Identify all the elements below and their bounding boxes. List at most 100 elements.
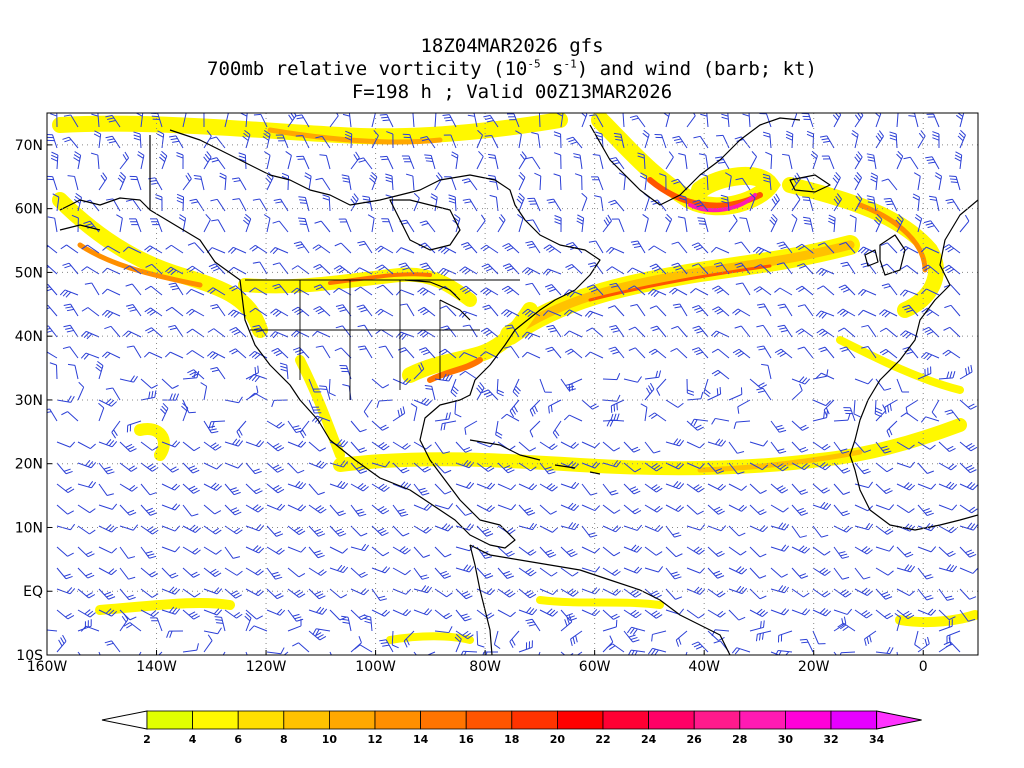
wind-barb bbox=[182, 462, 200, 474]
wind-barb bbox=[371, 378, 390, 389]
wind-barb bbox=[161, 483, 181, 491]
wind-barb bbox=[458, 352, 478, 359]
wind-barb bbox=[732, 348, 751, 359]
wind-barb bbox=[945, 198, 961, 212]
wind-barb bbox=[721, 113, 730, 128]
wind-barb bbox=[690, 418, 709, 427]
wind-barb bbox=[879, 348, 898, 359]
wind-barb bbox=[608, 199, 625, 212]
wind-barb bbox=[371, 483, 390, 492]
wind-barb bbox=[122, 246, 142, 254]
wind-barb bbox=[875, 404, 887, 422]
wind-barb bbox=[50, 151, 59, 170]
wind-barb bbox=[623, 609, 642, 619]
wind-barb bbox=[119, 524, 139, 531]
wind-barb bbox=[47, 408, 58, 422]
wind-barb bbox=[728, 546, 747, 556]
wind-barb bbox=[770, 483, 789, 494]
wind-barb bbox=[67, 363, 79, 380]
wind-barb bbox=[319, 385, 331, 401]
wind-barb bbox=[413, 397, 433, 406]
wind-barb bbox=[229, 326, 247, 338]
wind-barb bbox=[266, 420, 285, 429]
colorbar-swatch bbox=[420, 710, 467, 730]
wind-barb bbox=[875, 609, 894, 620]
title-exp-b: -1 bbox=[563, 57, 577, 71]
wind-barb bbox=[144, 245, 163, 254]
wind-barb bbox=[119, 613, 129, 632]
wind-barb bbox=[665, 399, 684, 408]
wind-barb bbox=[791, 383, 803, 401]
wind-barb bbox=[182, 113, 187, 128]
wind-barb bbox=[224, 438, 244, 447]
wind-barb bbox=[665, 588, 683, 600]
wind-barb bbox=[854, 504, 874, 512]
wind-barb bbox=[266, 546, 285, 555]
wind-barb bbox=[875, 567, 894, 576]
wind-barb bbox=[534, 172, 542, 191]
wind-barb bbox=[560, 651, 574, 655]
wind-barb bbox=[896, 546, 914, 558]
wind-barb bbox=[843, 407, 856, 422]
wind-barb bbox=[245, 440, 265, 448]
wind-barb bbox=[833, 651, 837, 655]
wind-barb bbox=[553, 152, 562, 170]
wind-barb bbox=[749, 525, 769, 533]
wind-barb bbox=[833, 608, 853, 615]
wind-barb bbox=[581, 441, 601, 449]
wind-barb bbox=[203, 482, 222, 491]
wind-barb bbox=[663, 113, 670, 128]
wind-barb bbox=[308, 378, 322, 393]
wind-barb bbox=[949, 175, 961, 191]
wind-barb bbox=[101, 351, 121, 359]
wind-barb bbox=[732, 308, 751, 317]
wind-barb bbox=[165, 306, 184, 317]
wind-barb bbox=[917, 483, 937, 490]
wind-barb bbox=[275, 134, 289, 149]
wind-barb bbox=[585, 327, 604, 338]
wind-barb bbox=[650, 199, 667, 212]
wind-barb bbox=[728, 566, 748, 575]
wind-barb bbox=[623, 483, 641, 495]
wind-barb bbox=[392, 546, 411, 555]
wind-barb bbox=[420, 136, 436, 149]
wind-barb bbox=[733, 420, 751, 429]
wind-barb bbox=[434, 503, 454, 510]
wind-barb bbox=[749, 620, 765, 632]
wind-barb bbox=[455, 609, 472, 622]
wind-barb bbox=[476, 588, 496, 596]
wind-barb bbox=[98, 567, 117, 576]
wind-barb bbox=[376, 284, 394, 296]
wind-barb bbox=[735, 177, 751, 191]
wind-barb bbox=[455, 630, 474, 640]
wind-barb bbox=[509, 630, 520, 648]
wind-barb bbox=[815, 310, 835, 319]
wind-barb bbox=[262, 130, 271, 149]
wind-barb bbox=[47, 629, 58, 632]
wind-barb bbox=[77, 481, 97, 489]
wind-barb bbox=[639, 172, 648, 191]
wind-barb bbox=[851, 130, 859, 149]
wind-barb bbox=[315, 135, 331, 149]
wind-barb bbox=[266, 525, 284, 537]
wind-barb bbox=[581, 483, 598, 496]
wind-barb bbox=[140, 483, 157, 496]
wind-barb bbox=[527, 197, 541, 212]
wind-barb bbox=[637, 152, 646, 170]
wind-barb bbox=[350, 462, 368, 474]
wind-barb bbox=[143, 351, 163, 359]
wind-barb bbox=[263, 214, 271, 233]
wind-barb bbox=[202, 113, 205, 128]
wind-barb bbox=[62, 346, 79, 359]
wind-barb bbox=[854, 546, 873, 555]
wind-barb bbox=[206, 247, 226, 254]
wind-barb bbox=[518, 171, 526, 191]
wind-barb bbox=[419, 262, 436, 275]
wind-barb bbox=[371, 588, 387, 601]
wind-barb bbox=[728, 462, 745, 475]
wind-barb bbox=[728, 609, 746, 621]
wind-barb bbox=[502, 263, 520, 275]
wind-barb bbox=[385, 173, 394, 191]
colorbar-swatch bbox=[830, 710, 877, 730]
